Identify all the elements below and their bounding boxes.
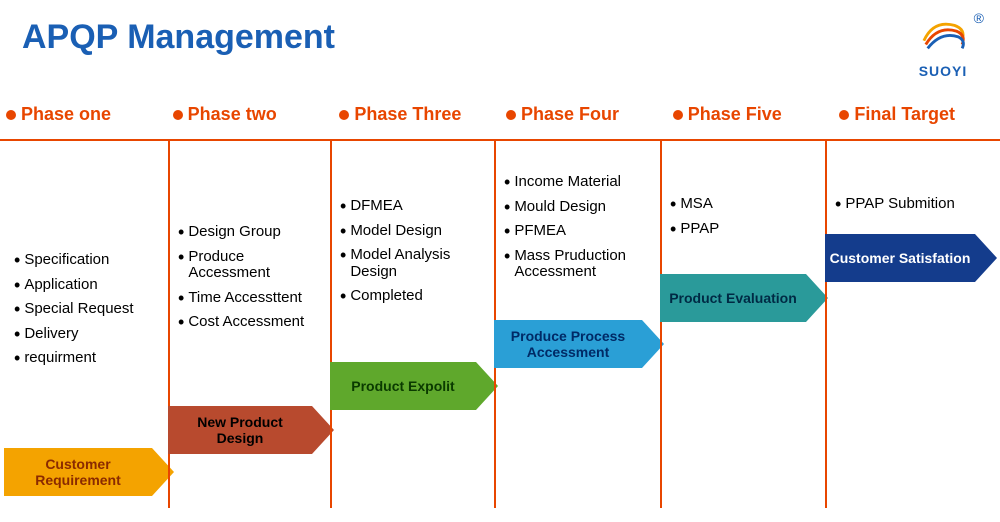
list-item: PFMEA (504, 223, 656, 240)
list-item: Model Design (340, 223, 490, 240)
phase-label: Final Target (854, 104, 955, 125)
list-item: requirment (14, 350, 164, 367)
phase-header: Phase Four (500, 104, 667, 125)
registered-icon: ® (974, 10, 984, 26)
phase-column: Income Material Mould Design PFMEA Mass Pru… (494, 146, 660, 506)
list-item: PPAP (670, 221, 821, 238)
bullet-icon (673, 110, 683, 120)
phase-items: DFMEA Model Design Model Analysis Design Co… (340, 198, 490, 313)
bullet-icon (339, 110, 349, 120)
bullet-icon (839, 110, 849, 120)
list-item: Time Accessttent (178, 290, 326, 307)
phase-headers-row: Phase one Phase two Phase Three Phase Four P… (0, 104, 1000, 125)
phase-header: Phase Five (667, 104, 834, 125)
phase-arrow: New Product Design (168, 406, 334, 454)
list-item: PPAP Submition (835, 196, 993, 213)
phase-column: Specification Application Special Request D… (4, 146, 168, 506)
phase-arrow: Produce Process Accessment (494, 320, 664, 368)
phase-arrow: Product Expolit (330, 362, 498, 410)
phase-label: Phase two (188, 104, 277, 125)
bullet-icon (6, 110, 16, 120)
phase-items: MSA PPAP (670, 196, 821, 245)
list-item: Design Group (178, 224, 326, 241)
list-item: Delivery (14, 326, 164, 343)
list-item: Model Analysis Design (340, 247, 490, 280)
phase-label: Phase Four (521, 104, 619, 125)
phase-items: Design Group Produce Accessment Time Acces… (178, 224, 326, 339)
arrow-label: Product Expolit (330, 362, 476, 410)
list-item: Mould Design (504, 199, 656, 216)
list-item: Mass Pruduction Accessment (504, 248, 656, 281)
list-item: Income Material (504, 174, 656, 191)
phase-label: Phase one (21, 104, 111, 125)
list-item: Application (14, 277, 164, 294)
logo-text: SUOYI (914, 63, 972, 79)
phase-column: MSA PPAP Product Evaluation (660, 146, 825, 506)
arrow-label: Customer Satisfation (825, 234, 975, 282)
arrow-label: Customer Requirement (4, 448, 152, 496)
phase-label: Phase Three (354, 104, 461, 125)
phase-header: Phase Three (333, 104, 500, 125)
arrow-head-icon (975, 234, 997, 282)
arrow-label: Produce Process Accessment (494, 320, 642, 368)
bullet-icon (173, 110, 183, 120)
list-item: Special Request (14, 301, 164, 318)
list-item: DFMEA (340, 198, 490, 215)
phase-arrow: Customer Requirement (4, 448, 174, 496)
list-item: Produce Accessment (178, 249, 326, 282)
phase-column: PPAP Submition Customer Satisfation (825, 146, 997, 506)
list-item: MSA (670, 196, 821, 213)
phase-header: Final Target (833, 104, 1000, 125)
phase-items: Specification Application Special Request D… (14, 252, 164, 375)
phase-arrow: Customer Satisfation (825, 234, 997, 282)
phase-items: PPAP Submition (835, 196, 993, 221)
phase-header: Phase two (167, 104, 334, 125)
phase-column: DFMEA Model Design Model Analysis Design Co… (330, 146, 494, 506)
arrow-label: New Product Design (168, 406, 312, 454)
list-item: Completed (340, 288, 490, 305)
phase-column: Design Group Produce Accessment Time Acces… (168, 146, 330, 506)
logo-swirl-icon (914, 12, 972, 56)
phase-header: Phase one (0, 104, 167, 125)
brand-logo: SUOYI ® (914, 12, 972, 79)
phase-arrow: Product Evaluation (660, 274, 828, 322)
bullet-icon (506, 110, 516, 120)
list-item: Cost Accessment (178, 314, 326, 331)
phase-items: Income Material Mould Design PFMEA Mass Pru… (504, 174, 656, 289)
phase-label: Phase Five (688, 104, 782, 125)
horizontal-divider (0, 139, 1000, 141)
arrow-label: Product Evaluation (660, 274, 806, 322)
list-item: Specification (14, 252, 164, 269)
page-title: APQP Management (22, 18, 335, 57)
